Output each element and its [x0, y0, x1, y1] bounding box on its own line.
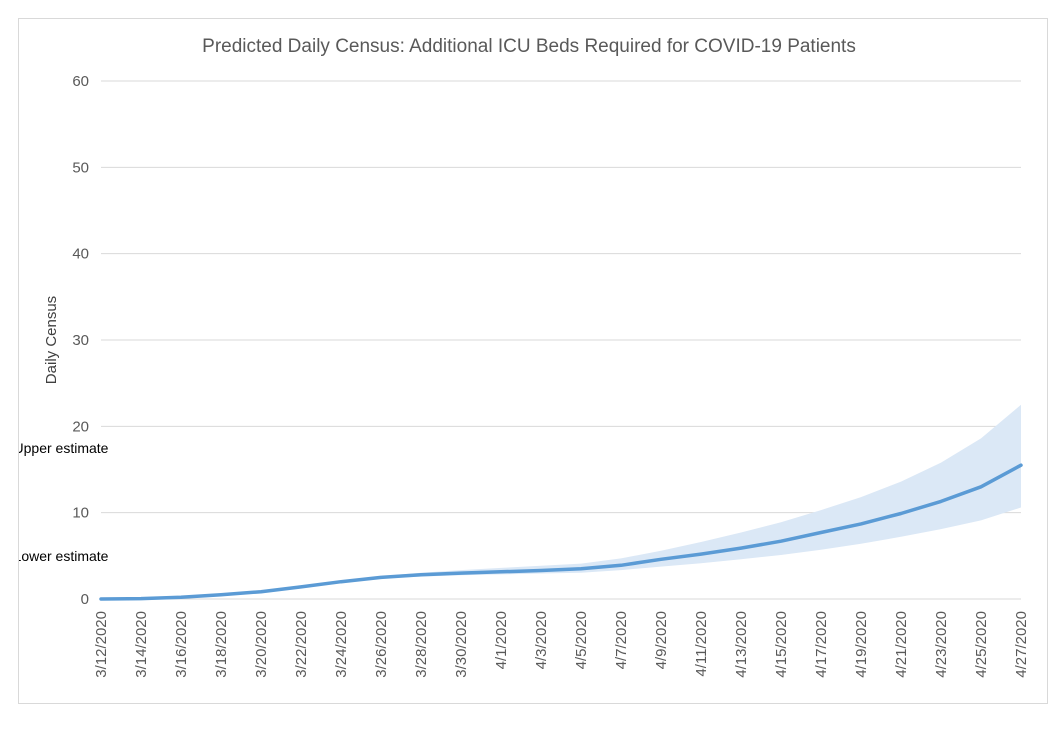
- y-axis-label: Daily Census: [43, 296, 60, 384]
- x-tick-label: 4/25/2020: [973, 611, 990, 678]
- y-tick-label: 20: [72, 418, 89, 435]
- x-tick-label: 3/26/2020: [373, 611, 390, 678]
- x-axis-ticks: 3/12/2020 3/14/2020 3/16/2020 3/18/2020 3/20…: [93, 611, 1030, 678]
- annotation-label: Lower estimate: [19, 548, 109, 564]
- median-series-line: [99, 463, 1023, 601]
- y-axis-ticks: 0 10 20 30 40 50 60: [72, 73, 89, 608]
- y-tick-label: 0: [81, 591, 89, 608]
- x-tick-label: 4/19/2020: [853, 611, 870, 678]
- x-tick-label: 4/9/2020: [653, 611, 670, 669]
- chart-title: Predicted Daily Census: Additional ICU B…: [202, 36, 856, 57]
- x-tick-label: 3/30/2020: [453, 611, 470, 678]
- x-tick-label: 4/11/2020: [693, 611, 710, 677]
- x-tick-label: 3/16/2020: [173, 611, 190, 678]
- x-tick-label: 4/3/2020: [533, 611, 550, 669]
- x-tick-label: 3/22/2020: [293, 611, 310, 678]
- x-tick-label: 4/13/2020: [733, 611, 750, 678]
- y-tick-label: 10: [72, 505, 89, 522]
- chart-frame: Predicted Daily Census: Additional ICU B…: [18, 18, 1048, 704]
- x-tick-label: 3/28/2020: [413, 611, 430, 678]
- x-tick-label: 3/12/2020: [93, 611, 110, 678]
- estimate-band: [101, 404, 1021, 599]
- x-tick-label: 4/21/2020: [893, 611, 910, 678]
- x-tick-label: 3/20/2020: [253, 611, 270, 678]
- x-tick-label: 4/23/2020: [933, 611, 950, 678]
- x-tick-label: 4/17/2020: [813, 611, 830, 678]
- annotation-label: Upper estimate: [19, 440, 109, 456]
- y-tick-label: 40: [72, 246, 89, 263]
- grid: [101, 80, 1021, 600]
- x-tick-label: 4/5/2020: [573, 611, 590, 669]
- y-tick-label: 60: [72, 73, 89, 90]
- annotations: Upper estimate Lower estimate: [19, 440, 109, 564]
- y-tick-label: 30: [72, 332, 89, 349]
- x-tick-label: 4/7/2020: [613, 611, 630, 669]
- x-tick-label: 4/27/2020: [1013, 611, 1030, 678]
- x-tick-label: 3/18/2020: [213, 611, 230, 678]
- x-tick-label: 3/24/2020: [333, 611, 350, 678]
- x-tick-label: 4/15/2020: [773, 611, 790, 678]
- x-tick-label: 3/14/2020: [133, 611, 150, 678]
- median-line: [99, 463, 1023, 601]
- estimate-band-area: [101, 404, 1021, 599]
- chart: Predicted Daily Census: Additional ICU B…: [19, 36, 1030, 678]
- x-tick-label: 4/1/2020: [493, 611, 510, 669]
- y-tick-label: 50: [72, 159, 89, 176]
